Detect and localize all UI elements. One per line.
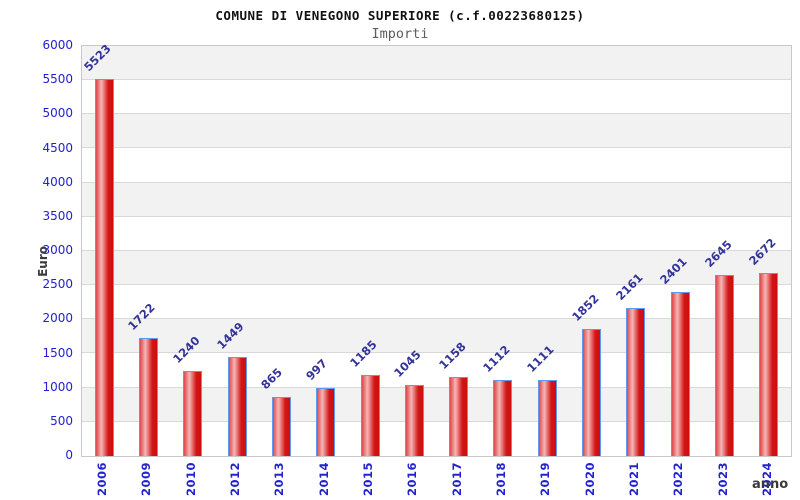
y-tick-label: 5000 bbox=[42, 106, 73, 121]
bar-2023 bbox=[715, 275, 735, 456]
plot-band bbox=[82, 182, 791, 217]
x-tick-label: 2015 bbox=[361, 462, 376, 497]
x-tick-label: 2021 bbox=[626, 462, 641, 497]
bar-2024 bbox=[759, 273, 779, 456]
y-tick-label: 2000 bbox=[42, 311, 73, 326]
plot-band bbox=[82, 251, 791, 286]
y-tick-label: 3500 bbox=[42, 208, 73, 223]
x-tick-label: 2009 bbox=[139, 462, 154, 497]
x-tick-label: 2017 bbox=[449, 462, 464, 497]
bar-2012 bbox=[227, 357, 247, 456]
x-tick-label: 2020 bbox=[582, 462, 597, 497]
y-tick-label: 3000 bbox=[42, 243, 73, 257]
x-tick-label: 2010 bbox=[183, 462, 198, 497]
x-tick-label: 2013 bbox=[272, 462, 287, 497]
x-axis-title: anno bbox=[752, 477, 789, 492]
bar-2014 bbox=[316, 387, 336, 456]
x-tick-label: 2012 bbox=[228, 462, 243, 497]
plot-band bbox=[82, 46, 791, 81]
bar-2009 bbox=[138, 338, 158, 456]
bar-2018 bbox=[493, 380, 513, 456]
y-tick-label: 2500 bbox=[42, 277, 73, 292]
y-tick-label: 4500 bbox=[42, 140, 73, 155]
y-tick-label: 500 bbox=[50, 413, 73, 428]
y-tick-label: 1000 bbox=[42, 379, 73, 394]
x-tick-label: 2014 bbox=[316, 462, 331, 497]
bar-2022 bbox=[670, 291, 690, 456]
bar-2019 bbox=[537, 380, 557, 456]
y-tick-label: 1500 bbox=[42, 345, 73, 360]
y-tick-label: 6000 bbox=[42, 38, 73, 52]
y-tick-label: 5500 bbox=[42, 72, 73, 87]
plot-area: 5523 1722 1240 1449 865 997 1185 1045 1158 1112 11… bbox=[81, 41, 792, 457]
bar-2021 bbox=[626, 308, 646, 456]
y-tick-label: 4000 bbox=[42, 174, 73, 189]
x-tick-label: 2023 bbox=[715, 462, 730, 497]
bar-2013 bbox=[271, 396, 291, 456]
plot-band bbox=[82, 114, 791, 149]
chart-subtitle: Importi bbox=[371, 26, 429, 42]
bar-2006 bbox=[94, 78, 114, 456]
x-tick-label: 2022 bbox=[671, 462, 686, 497]
x-tick-label: 2016 bbox=[405, 462, 420, 497]
bar-2020 bbox=[582, 329, 602, 456]
bar-2016 bbox=[404, 384, 424, 456]
plot-band bbox=[82, 216, 791, 251]
x-tick-label: 2018 bbox=[493, 462, 508, 497]
bar-2015 bbox=[360, 375, 380, 456]
x-tick-label: 2006 bbox=[95, 462, 110, 497]
bar-2010 bbox=[183, 371, 203, 456]
chart-title: COMUNE DI VENEGONO SUPERIORE (c.f.002236… bbox=[215, 8, 585, 23]
plot-band bbox=[82, 148, 791, 183]
plot-band bbox=[82, 80, 791, 115]
x-tick-label: 2019 bbox=[538, 462, 553, 497]
y-tick-label: 0 bbox=[65, 448, 73, 462]
bar-2017 bbox=[449, 376, 469, 456]
